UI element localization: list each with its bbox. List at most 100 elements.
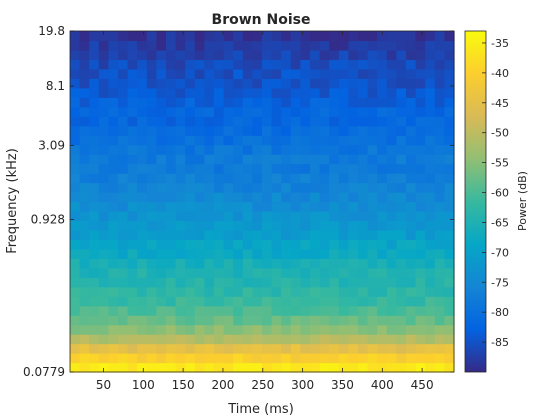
heatmap-cell bbox=[300, 210, 311, 222]
heatmap-cell bbox=[70, 116, 81, 127]
heatmap-cell bbox=[166, 258, 177, 269]
heatmap-cell bbox=[434, 68, 445, 79]
heatmap-cell bbox=[386, 144, 397, 155]
heatmap-cell bbox=[425, 286, 436, 297]
heatmap-cell bbox=[290, 68, 301, 79]
heatmap-cell bbox=[348, 144, 359, 155]
heatmap-cell bbox=[118, 296, 129, 307]
heatmap-cell bbox=[127, 343, 138, 354]
heatmap-cell bbox=[281, 87, 292, 98]
heatmap-cell bbox=[185, 296, 196, 307]
heatmap-cell bbox=[204, 87, 215, 98]
heatmap-cell bbox=[358, 144, 369, 155]
heatmap-cell bbox=[348, 125, 359, 136]
heatmap-cell bbox=[223, 68, 234, 79]
heatmap-cell bbox=[156, 59, 167, 70]
heatmap-cell bbox=[166, 239, 177, 250]
heatmap-cell bbox=[156, 324, 167, 335]
heatmap-cell bbox=[89, 362, 100, 373]
heatmap-cell bbox=[214, 343, 225, 354]
heatmap-cell bbox=[319, 334, 330, 345]
heatmap-cell bbox=[338, 305, 349, 316]
heatmap-cell bbox=[70, 296, 81, 307]
heatmap-cell bbox=[262, 144, 273, 155]
heatmap-cell bbox=[214, 192, 225, 203]
heatmap-cell bbox=[348, 163, 359, 174]
heatmap-cell bbox=[214, 116, 225, 127]
heatmap-cell bbox=[262, 68, 273, 79]
heatmap-cell bbox=[367, 305, 378, 316]
heatmap-cell bbox=[377, 343, 388, 354]
heatmap-cell bbox=[204, 343, 215, 354]
heatmap-cell bbox=[338, 106, 349, 117]
heatmap-cell bbox=[70, 154, 81, 165]
heatmap-cell bbox=[70, 31, 81, 42]
heatmap-cell bbox=[233, 324, 244, 335]
heatmap-cell bbox=[204, 116, 215, 127]
heatmap-cell bbox=[194, 106, 205, 117]
heatmap-cell bbox=[367, 97, 378, 108]
heatmap-cell bbox=[329, 353, 340, 364]
heatmap-cell bbox=[79, 135, 90, 146]
heatmap-cell bbox=[156, 315, 167, 326]
heatmap-cell bbox=[252, 258, 263, 269]
heatmap-cell bbox=[137, 324, 148, 335]
heatmap-cell bbox=[425, 163, 436, 174]
heatmap-cell bbox=[70, 334, 81, 345]
heatmap-cell bbox=[137, 315, 148, 326]
heatmap-cell bbox=[386, 201, 397, 212]
heatmap-cell bbox=[329, 296, 340, 307]
heatmap-cell bbox=[214, 267, 225, 278]
heatmap-cell bbox=[319, 106, 330, 117]
heatmap-cell bbox=[444, 182, 455, 193]
colorbar-tick-label: -85 bbox=[491, 336, 509, 349]
heatmap-cell bbox=[386, 258, 397, 269]
heatmap-cell bbox=[377, 334, 388, 345]
heatmap-cell bbox=[386, 286, 397, 297]
heatmap-cell bbox=[242, 135, 253, 146]
heatmap-cell bbox=[194, 173, 205, 184]
heatmap-cell bbox=[310, 68, 321, 79]
heatmap-cell bbox=[223, 116, 234, 127]
heatmap-cell bbox=[166, 296, 177, 307]
heatmap-cell bbox=[396, 144, 407, 155]
heatmap-cell bbox=[79, 97, 90, 108]
colorbar-tick-label: -50 bbox=[491, 127, 509, 140]
heatmap-cell bbox=[319, 87, 330, 98]
heatmap-cell bbox=[300, 97, 311, 108]
heatmap-cell bbox=[70, 192, 81, 203]
heatmap-cell bbox=[252, 305, 263, 316]
heatmap-cell bbox=[406, 343, 417, 354]
heatmap-cell bbox=[406, 144, 417, 155]
heatmap-cell bbox=[290, 229, 301, 240]
heatmap-cell bbox=[252, 324, 263, 335]
heatmap-cell bbox=[156, 305, 167, 316]
heatmap-cell bbox=[137, 334, 148, 345]
heatmap-cell bbox=[194, 343, 205, 354]
heatmap-cell bbox=[386, 154, 397, 165]
heatmap-cell bbox=[233, 125, 244, 136]
heatmap-cell bbox=[444, 239, 455, 250]
heatmap-cell bbox=[166, 248, 177, 259]
heatmap-cell bbox=[329, 334, 340, 345]
heatmap-cell bbox=[281, 49, 292, 61]
heatmap-cell bbox=[406, 353, 417, 364]
heatmap-cell bbox=[338, 97, 349, 108]
heatmap-cell bbox=[281, 182, 292, 193]
heatmap-cell bbox=[271, 154, 282, 165]
heatmap-cell bbox=[348, 324, 359, 335]
heatmap-cell bbox=[281, 239, 292, 250]
heatmap-cell bbox=[329, 248, 340, 259]
heatmap-cell bbox=[290, 144, 301, 155]
heatmap-cell bbox=[281, 97, 292, 108]
heatmap-cell bbox=[223, 154, 234, 165]
heatmap-cell bbox=[166, 182, 177, 193]
heatmap-cell bbox=[434, 135, 445, 146]
heatmap-cell bbox=[358, 125, 369, 136]
heatmap-cell bbox=[137, 163, 148, 174]
heatmap-cell bbox=[281, 40, 292, 51]
heatmap-cell bbox=[329, 68, 340, 79]
heatmap-cell bbox=[233, 49, 244, 61]
heatmap-cell bbox=[310, 163, 321, 174]
heatmap-cell bbox=[386, 220, 397, 231]
